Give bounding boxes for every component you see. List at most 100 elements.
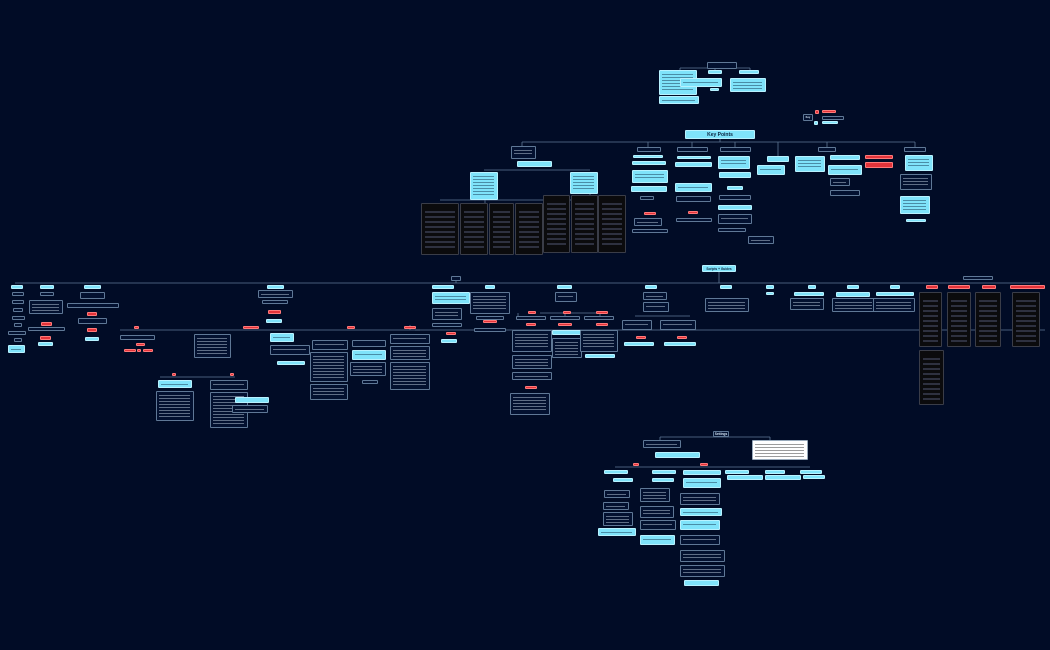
- diagram-node[interactable]: [312, 340, 348, 350]
- warning-node[interactable]: [563, 311, 571, 314]
- diagram-node[interactable]: [730, 78, 766, 92]
- diagram-node[interactable]: [655, 452, 700, 458]
- diagram-node[interactable]: [390, 362, 430, 390]
- diagram-node[interactable]: [664, 342, 696, 346]
- diagram-node[interactable]: [830, 190, 860, 196]
- warning-node[interactable]: [526, 323, 536, 326]
- diagram-node[interactable]: [718, 205, 752, 210]
- diagram-node[interactable]: [677, 156, 711, 159]
- diagram-node[interactable]: [794, 292, 824, 296]
- screenshot-node[interactable]: [919, 350, 944, 405]
- diagram-node[interactable]: [680, 550, 725, 562]
- warning-node[interactable]: [982, 285, 996, 289]
- diagram-node[interactable]: [451, 276, 461, 281]
- diagram-node[interactable]: [808, 285, 816, 289]
- diagram-node[interactable]: [362, 380, 378, 384]
- diagram-node[interactable]: [84, 285, 101, 289]
- diagram-node[interactable]: [707, 62, 737, 69]
- screenshot-node[interactable]: [571, 195, 598, 253]
- diagram-node[interactable]: [13, 308, 23, 312]
- diagram-node[interactable]: [555, 292, 577, 302]
- diagram-node[interactable]: [604, 470, 628, 474]
- diagram-node[interactable]: [900, 196, 930, 214]
- diagram-node[interactable]: [12, 316, 25, 320]
- diagram-node[interactable]: [765, 470, 785, 474]
- diagram-node[interactable]: [310, 384, 348, 400]
- warning-node[interactable]: [137, 349, 141, 352]
- diagram-node[interactable]: [12, 292, 24, 296]
- screenshot-node[interactable]: [515, 203, 543, 255]
- warning-node[interactable]: [596, 323, 608, 326]
- diagram-node[interactable]: [470, 292, 510, 314]
- warning-node[interactable]: [677, 336, 687, 339]
- diagram-node[interactable]: [659, 96, 699, 104]
- diagram-node[interactable]: [517, 161, 552, 167]
- diagram-node[interactable]: [262, 300, 288, 304]
- warning-node[interactable]: [87, 328, 97, 332]
- diagram-node[interactable]: [232, 405, 268, 413]
- diagram-node[interactable]: [803, 475, 825, 479]
- diagram-node[interactable]: [684, 580, 719, 586]
- diagram-node[interactable]: [660, 320, 696, 330]
- diagram-node[interactable]: [516, 316, 546, 320]
- warning-node[interactable]: [688, 211, 698, 214]
- diagram-node[interactable]: [277, 361, 305, 365]
- diagram-node[interactable]: [643, 302, 669, 312]
- warning-node[interactable]: [865, 162, 893, 168]
- screenshot-node[interactable]: [543, 195, 570, 253]
- diagram-node[interactable]: [441, 339, 457, 343]
- diagram-node[interactable]: [632, 161, 666, 165]
- diagram-node[interactable]: [270, 333, 294, 342]
- diagram-node[interactable]: [270, 345, 310, 355]
- diagram-node[interactable]: [510, 393, 550, 415]
- warning-node[interactable]: [483, 320, 497, 323]
- diagram-node[interactable]: [718, 228, 746, 232]
- warning-node[interactable]: [143, 349, 153, 352]
- diagram-node[interactable]: [814, 121, 818, 125]
- diagram-node[interactable]: [640, 520, 676, 530]
- warning-node[interactable]: [815, 110, 819, 114]
- diagram-node[interactable]: [676, 218, 712, 222]
- warning-node[interactable]: [528, 311, 536, 314]
- diagram-node[interactable]: [822, 121, 838, 124]
- diagram-node[interactable]: [632, 170, 668, 183]
- warning-node[interactable]: [636, 336, 646, 339]
- warning-node[interactable]: [633, 463, 639, 466]
- diagram-node[interactable]: [680, 535, 720, 545]
- diagram-node[interactable]: [683, 470, 721, 475]
- diagram-node[interactable]: [432, 292, 470, 304]
- screenshot-node[interactable]: [1012, 292, 1040, 347]
- warning-node[interactable]: [268, 310, 281, 314]
- warning-node[interactable]: [822, 110, 836, 113]
- diagram-node[interactable]: [603, 502, 629, 510]
- diagram-node[interactable]: [633, 155, 663, 158]
- warning-node[interactable]: [172, 373, 176, 376]
- diagram-node[interactable]: [85, 337, 99, 341]
- diagram-node[interactable]: [676, 196, 711, 202]
- diagram-node[interactable]: [963, 276, 993, 280]
- scripts-guides-node[interactable]: Scripts + Guides: [702, 265, 736, 272]
- diagram-node[interactable]: [680, 520, 720, 530]
- diagram-node[interactable]: [14, 338, 22, 342]
- warning-node[interactable]: [926, 285, 938, 289]
- diagram-node[interactable]: [80, 292, 105, 299]
- diagram-node[interactable]: [890, 285, 900, 289]
- diagram-node[interactable]: [624, 342, 654, 346]
- warning-node[interactable]: [87, 312, 97, 316]
- diagram-node[interactable]: [156, 391, 194, 421]
- diagram-node[interactable]: [12, 300, 24, 304]
- diagram-node[interactable]: [603, 512, 633, 526]
- diagram-node[interactable]: [725, 470, 749, 474]
- diagram-node[interactable]: [352, 350, 386, 360]
- diagram-node[interactable]: [350, 362, 386, 376]
- diagram-node[interactable]: [748, 236, 774, 244]
- warning-node[interactable]: [525, 386, 537, 389]
- diagram-node[interactable]: [8, 345, 25, 353]
- diagram-node[interactable]: [432, 308, 462, 320]
- diagram-node[interactable]: [640, 196, 654, 200]
- diagram-node[interactable]: [210, 380, 248, 390]
- screenshot-node[interactable]: [947, 292, 971, 347]
- diagram-node[interactable]: [708, 70, 722, 74]
- diagram-node[interactable]: [640, 488, 670, 502]
- diagram-node[interactable]: [266, 319, 282, 323]
